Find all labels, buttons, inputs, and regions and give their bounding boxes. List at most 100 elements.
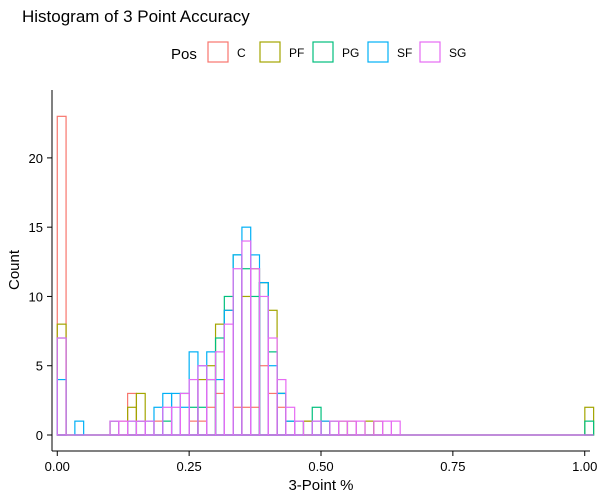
legend-key-C: [207, 41, 229, 63]
bar-C-bin-25: [276, 406, 287, 436]
bar-PG-bin-0: [56, 337, 67, 436]
bar-C-bin-9: [135, 420, 146, 436]
y-tick-label: 10: [29, 289, 43, 304]
bar-PF-bin-32: [338, 420, 349, 436]
bar-PF-bin-35: [364, 420, 375, 436]
bar-PF-bin-33: [346, 420, 357, 436]
y-tick-label: 5: [36, 359, 43, 374]
bar-PG-bin-22: [250, 295, 261, 436]
bar-SG-bin-10: [144, 420, 155, 436]
bar-SF-bin-20: [232, 254, 243, 436]
bar-SG-bin-9: [135, 420, 146, 436]
bar-SF-bin-25: [276, 392, 287, 436]
bar-PF-bin-22: [250, 268, 261, 436]
bar-C-bin-26: [285, 420, 296, 436]
x-tick-label: 1.00: [572, 459, 597, 474]
bar-PF-bin-28: [302, 420, 313, 436]
bar-SF-bin-12: [162, 392, 173, 436]
bar-SG-bin-22: [250, 268, 261, 436]
bar-SF-bin-18: [214, 378, 225, 436]
bar-SF-bin-13: [170, 392, 181, 436]
legend-key-SF: [367, 41, 389, 63]
bar-PG-bin-26: [285, 420, 296, 436]
legend-label-PF: PF: [289, 46, 304, 60]
bar-PF-bin-21: [241, 295, 252, 436]
bar-PF-bin-25: [276, 392, 287, 436]
bar-SF-bin-0: [56, 378, 67, 436]
bar-SF-bin-23: [258, 281, 269, 436]
bar-SF-bin-24: [267, 365, 278, 436]
bar-SF-bin-22: [250, 254, 261, 436]
bar-SG-bin-33: [346, 420, 357, 436]
bar-SF-bin-14: [179, 406, 190, 436]
bar-PF-bin-19: [223, 309, 234, 436]
legend-label-PG: PG: [342, 46, 359, 60]
bar-PF-bin-23: [258, 281, 269, 436]
legend-label-SG: SG: [449, 46, 466, 60]
bar-SG-bin-21: [241, 240, 252, 436]
legend-label-C: C: [237, 46, 246, 60]
bar-SG-bin-13: [170, 406, 181, 436]
bar-PG-bin-20: [232, 254, 243, 436]
bar-SF-bin-17: [206, 351, 217, 436]
bar-SG-bin-0: [56, 337, 67, 436]
y-axis-ticks: 0 5 10 15 20: [29, 151, 52, 443]
bar-SG-bin-27: [294, 420, 305, 436]
bar-SG-bin-6: [109, 420, 120, 436]
bar-C-bin-30: [320, 420, 331, 436]
bar-SF-bin-6: [109, 420, 120, 436]
bar-SF-bin-8: [127, 420, 138, 436]
legend-key-PF: [259, 41, 281, 63]
bar-SF-bin-16: [197, 365, 208, 436]
series-PG: [56, 254, 595, 436]
bar-SG-bin-14: [179, 392, 190, 436]
bar-SG-bin-24: [267, 337, 278, 436]
series-C: [56, 115, 594, 436]
series-PF: [56, 268, 595, 436]
bar-C-bin-0: [56, 115, 67, 436]
x-axis-label: 3-Point %: [288, 477, 353, 494]
series-SG: [56, 240, 594, 436]
y-axis-label: Count: [6, 249, 23, 290]
bar-SF-bin-2: [74, 420, 85, 436]
bar-PG-bin-21: [241, 268, 252, 436]
bar-PG-bin-31: [329, 420, 340, 436]
bar-C-bin-11: [153, 420, 164, 436]
bar-C-bin-21: [241, 406, 252, 436]
bar-SF-bin-19: [223, 309, 234, 436]
x-tick-label: 0.75: [440, 459, 465, 474]
legend-title: Pos: [171, 46, 197, 63]
bar-SF-bin-29: [311, 420, 322, 436]
chart-title: Histogram of 3 Point Accuracy: [22, 7, 250, 26]
x-tick-label: 0.25: [176, 459, 201, 474]
bar-SG-bin-19: [223, 323, 234, 436]
bar-C-bin-17: [206, 406, 217, 436]
bar-PF-bin-36: [373, 420, 384, 436]
bar-SG-bin-34: [355, 420, 366, 436]
bar-SF-bin-15: [188, 351, 199, 436]
bar-SF-bin-9: [135, 420, 146, 436]
legend: Pos C PF PG SF SG: [171, 41, 466, 63]
bar-SG-bin-31: [329, 420, 340, 436]
bar-SF-bin-30: [320, 420, 331, 436]
bar-SG-bin-8: [127, 420, 138, 436]
bar-SF-bin-21: [241, 226, 252, 436]
bar-C-bin-8: [127, 392, 138, 436]
x-tick-label: 0.00: [45, 459, 70, 474]
y-tick-label: 0: [36, 428, 43, 443]
bar-C-bin-15: [188, 420, 199, 436]
bar-C-bin-24: [267, 392, 278, 436]
bar-PG-bin-14: [179, 392, 190, 436]
bar-C-bin-28: [302, 420, 313, 436]
bar-C-bin-18: [214, 392, 225, 436]
bar-SG-bin-38: [390, 420, 401, 436]
histogram-bars: [56, 115, 595, 436]
bar-C-bin-22: [250, 406, 261, 436]
bar-SG-bin-16: [197, 365, 208, 436]
bar-PG-bin-12: [162, 420, 173, 436]
x-tick-label: 0.50: [308, 459, 333, 474]
legend-key-SG: [419, 41, 441, 63]
bar-SG-bin-36: [373, 420, 384, 436]
bar-PG-bin-23: [258, 281, 269, 436]
